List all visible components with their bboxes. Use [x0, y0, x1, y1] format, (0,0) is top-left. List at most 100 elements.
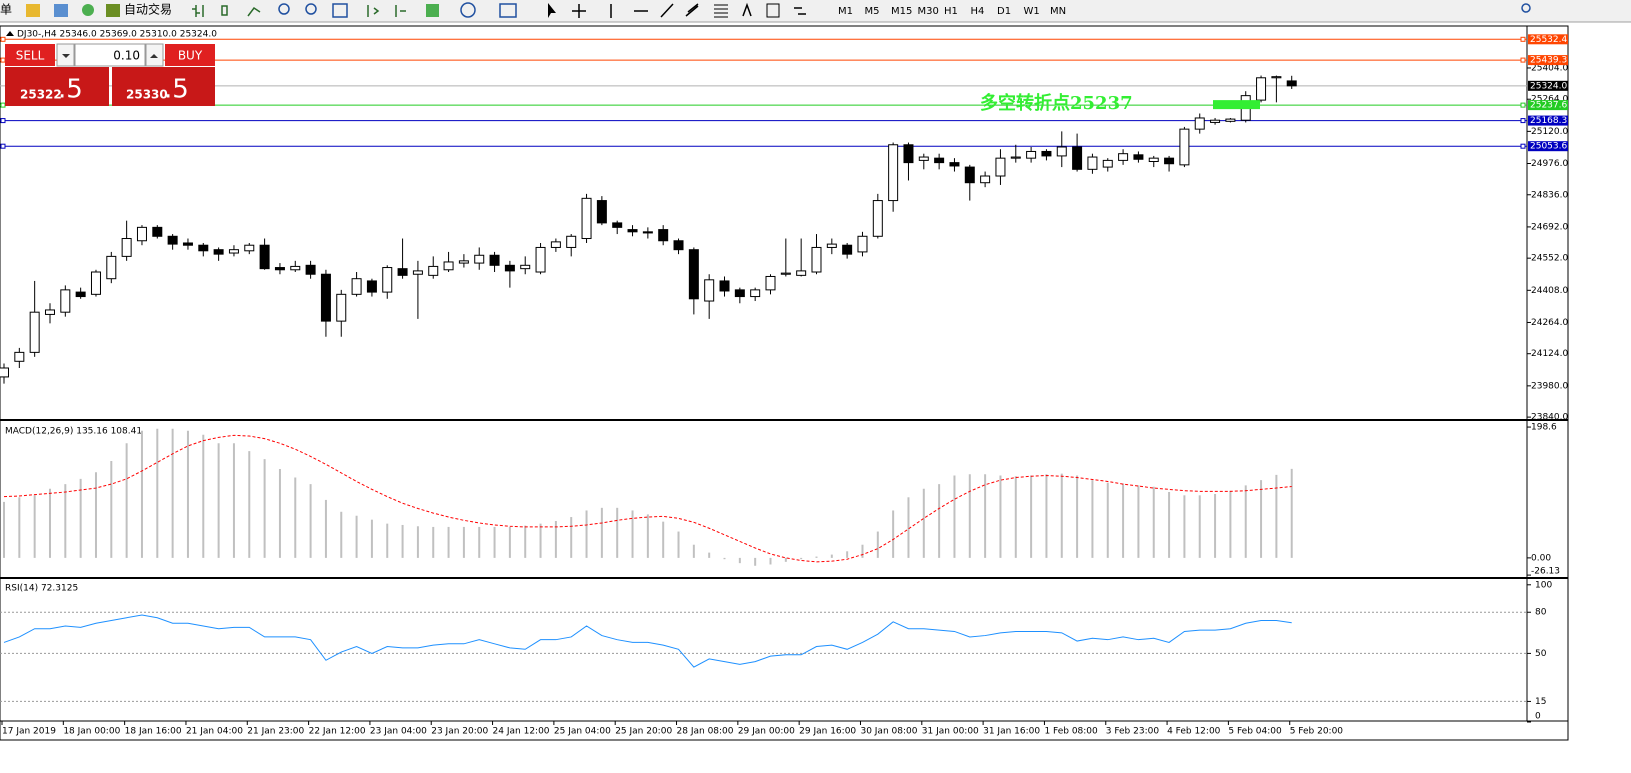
current-price-label: 25324.0: [1530, 81, 1567, 91]
candle-body: [336, 293, 347, 322]
buy-button[interactable]: [165, 44, 215, 66]
lot-input[interactable]: [74, 43, 146, 67]
x-tick-label: 29 Jan 00:00: [738, 727, 795, 737]
candle-body: [750, 289, 761, 298]
y-tick-label: 23840.0: [1531, 413, 1568, 423]
timeframe-button: M5: [865, 6, 880, 17]
level-handle: [0, 118, 6, 124]
arrow: [62, 54, 70, 58]
marker-box: [1213, 100, 1260, 110]
icon[interactable]: [332, 3, 348, 18]
candle-body: [504, 264, 515, 272]
candle-body: [949, 162, 960, 167]
candle-body: [351, 278, 362, 295]
sell-price-fraction[interactable]: .5: [58, 75, 83, 105]
price-level-tag: [1528, 115, 1568, 126]
y-tick-label: 24976.0: [1531, 159, 1568, 169]
level-handle: [0, 102, 6, 108]
icon[interactable]: [742, 2, 752, 17]
y-tick-label: 24124.0: [1531, 349, 1568, 359]
timeframe-button: M1: [838, 6, 853, 17]
icon[interactable]: [54, 4, 68, 17]
icon[interactable]: [426, 4, 439, 17]
icon[interactable]: [395, 5, 406, 17]
candle-body: [0, 367, 9, 378]
candle-body: [60, 289, 71, 313]
candle-body: [443, 261, 454, 271]
candle-body: [274, 267, 285, 271]
chart-frame: [0, 25, 1569, 741]
price-level-label: 25053.6: [1530, 142, 1567, 152]
candle-body: [1056, 146, 1067, 157]
candle-body: [980, 175, 991, 184]
icon[interactable]: [572, 4, 586, 18]
icon[interactable]: [794, 7, 806, 15]
signal-line: [3, 434, 1292, 563]
candle-body: [213, 249, 224, 255]
sell-price-box[interactable]: [5, 67, 109, 106]
icon[interactable]: [192, 5, 204, 17]
timeframe-button: H4: [971, 6, 985, 17]
macd-title: MACD(12,26,9) 135.16 108.41: [5, 427, 142, 437]
sell-label[interactable]: SELL: [16, 49, 45, 63]
icon[interactable]: [247, 6, 261, 17]
icon[interactable]: [660, 3, 674, 18]
candle-body: [995, 157, 1006, 177]
sell-price[interactable]: 25322: [20, 88, 62, 102]
sell-button[interactable]: [5, 44, 55, 66]
candle-body: [1210, 119, 1221, 123]
x-tick-label: 31 Jan 00:00: [922, 727, 979, 737]
candle-body: [842, 244, 853, 255]
level-handle: [1520, 36, 1526, 42]
y-tick-label: 80: [1535, 608, 1547, 618]
menu-text[interactable]: 单: [0, 3, 12, 17]
chart-header: DJ30-,H4 25346.0 25369.0 25310.0 25324.0: [17, 30, 217, 40]
buy-price[interactable]: 25330: [126, 88, 168, 102]
icon[interactable]: [305, 3, 317, 15]
candle-body: [1102, 159, 1113, 168]
candle-body: [1286, 80, 1297, 87]
x-tick-label: 18 Jan 00:00: [63, 727, 120, 737]
candle-body: [934, 157, 945, 164]
icon[interactable]: [460, 2, 476, 18]
rsi-title: RSI(14) 72.3125: [5, 584, 78, 594]
y-tick-label: 100: [1535, 581, 1552, 591]
buy-label[interactable]: BUY: [178, 49, 203, 63]
candle-body: [520, 264, 531, 270]
icon[interactable]: [26, 4, 40, 17]
icon[interactable]: [499, 3, 517, 18]
candle-body: [688, 249, 699, 300]
price-level-label: 25532.4: [1530, 35, 1567, 45]
icon[interactable]: [548, 3, 556, 18]
search-icon[interactable]: [1521, 3, 1531, 13]
candle-body: [259, 244, 270, 270]
icon[interactable]: [714, 4, 728, 18]
candle-body: [918, 156, 929, 161]
timeframe-button: D1: [997, 6, 1011, 17]
icon[interactable]: [221, 5, 228, 16]
auto-trade-button[interactable]: 自动交易: [124, 2, 172, 17]
x-tick-label: 29 Jan 16:00: [799, 727, 856, 737]
icon[interactable]: [367, 5, 380, 17]
auto-trade-icon[interactable]: [106, 4, 120, 17]
buy-price-box[interactable]: [112, 67, 215, 106]
toolbar: [0, 0, 1631, 22]
x-tick-label: 3 Feb 23:00: [1106, 727, 1160, 737]
lot-value[interactable]: 0.10: [113, 49, 140, 63]
candle-body: [550, 241, 561, 248]
icon[interactable]: [766, 3, 780, 18]
candle-body: [888, 144, 899, 202]
candle-body: [1271, 76, 1282, 79]
icon[interactable]: [278, 3, 290, 15]
candle-body: [796, 270, 807, 276]
symbol-icon: [6, 31, 14, 36]
y-tick-label: 24552.0: [1531, 254, 1568, 264]
candle-body: [612, 222, 623, 228]
candle-body: [642, 231, 653, 234]
icon[interactable]: [82, 4, 94, 16]
candle-body: [1118, 153, 1129, 161]
buy-price-fraction[interactable]: .5: [164, 75, 189, 105]
y-tick-label: 25264.0: [1531, 95, 1568, 105]
icon[interactable]: [685, 3, 699, 17]
